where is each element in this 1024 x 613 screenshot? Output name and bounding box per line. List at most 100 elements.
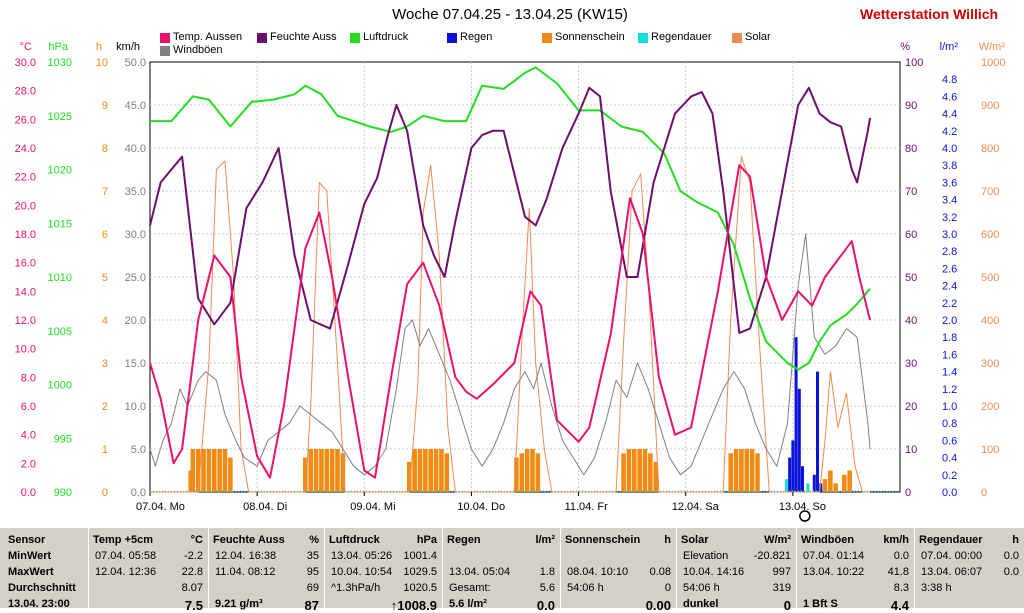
cell-text: 9.21 g/m³ [215, 598, 263, 610]
sunshine-bar [733, 449, 739, 492]
sunshine-bar [535, 453, 541, 492]
sunshine-bar [423, 449, 428, 492]
sunshine-bar [319, 449, 324, 492]
column-unit: l/m² [535, 534, 555, 546]
sunshine-bar [428, 449, 433, 492]
humidity-axis-tick: 100 [905, 57, 923, 69]
temp-axis-tick: 14.0 [15, 286, 36, 298]
x-axis-label: 08.04. Di [243, 501, 287, 513]
temp-axis-unit: °C [20, 41, 32, 53]
series-line-luftdruck [150, 66, 871, 371]
solar-axis-tick: 600 [981, 229, 999, 241]
pressure-axis-tick: 1005 [48, 326, 72, 338]
sunshine-axis-tick: 4 [102, 315, 108, 327]
cell-text: Gesamt: [449, 582, 491, 594]
cell-value: 0.00 [645, 598, 671, 613]
temp-axis-tick: 6.0 [21, 401, 36, 413]
cell-value: 1020.5 [403, 582, 437, 594]
cell-value: 69 [306, 582, 319, 594]
rain-axis-tick: 0.0 [942, 487, 957, 499]
sunshine-bar [530, 449, 535, 492]
wind-axis-unit: km/h [116, 41, 140, 53]
sunshine-bar [217, 449, 222, 492]
sunshine-bar [195, 449, 201, 492]
sunshine-axis-tick: 10 [96, 57, 108, 69]
humidity-axis-tick: 50 [905, 272, 917, 284]
x-axis-label: 13.04. So [779, 501, 826, 513]
rain-axis-tick: 2.4 [942, 281, 957, 293]
rain-axis-tick: 3.2 [942, 212, 957, 224]
sunshine-bar [335, 449, 340, 492]
temp-axis-tick: 2.0 [21, 458, 36, 470]
rain-axis-tick: 4.0 [942, 143, 957, 155]
legend-swatch [732, 33, 742, 43]
column-title: Temp +5cm [93, 534, 154, 546]
rain-axis-tick: 3.6 [942, 177, 957, 189]
solar-axis-tick: 800 [981, 143, 999, 155]
sunshine-bar [313, 449, 319, 492]
sunshine-bar [621, 453, 626, 492]
temp-axis-tick: 20.0 [15, 200, 36, 212]
wind-axis-tick: 25.0 [125, 272, 146, 284]
sunshine-bar [653, 461, 658, 492]
row-label-avg: Durchschnitt [8, 582, 76, 594]
cell-value: 0.08 [649, 566, 671, 578]
rain-axis-tick: 2.2 [942, 298, 957, 310]
row-label-current: 13.04. 23:00 [8, 598, 70, 610]
rain-axis-tick: 4.2 [942, 126, 957, 138]
column-title: Regen [447, 534, 481, 546]
cell-value: 95 [306, 566, 319, 578]
series-line-temp-aussen [149, 164, 871, 479]
cell-value: 1001.4 [403, 550, 437, 562]
station-brand: Wetterstation Willich [860, 6, 999, 22]
column-unit: hPa [416, 534, 437, 546]
cell-text: 10.04. 10:54 [331, 566, 393, 578]
rain-axis-tick: 1.0 [942, 401, 957, 413]
cell-text: 54:06 h [683, 582, 720, 594]
cell-value: 8.07 [181, 582, 203, 594]
rain-axis-tick: 2.8 [942, 246, 957, 258]
sunshine-bar [206, 449, 212, 492]
rain-bar [797, 388, 801, 492]
legend-swatch [350, 33, 360, 43]
summary-table: Sensor MinWert MaxWert Durchschnitt 13.0… [0, 528, 1024, 613]
rain-axis-tick: 3.0 [942, 229, 957, 241]
legend-swatch [447, 33, 457, 43]
row-label-min: MinWert [8, 550, 52, 562]
wind-axis-tick: 20.0 [125, 315, 146, 327]
column-title: Solar [681, 534, 709, 546]
rain-axis-tick: 0.6 [942, 435, 957, 447]
sunshine-bar [744, 449, 750, 492]
table-column: Regen l/m² 13.04. 05:04 1.8 Gesamt: 5.6 5.6 l/… [442, 528, 561, 613]
sunshine-bar [444, 453, 450, 492]
cell-text: 5.6 l/m² [449, 598, 487, 610]
column-unit: °C [190, 534, 203, 546]
sunshine-bar [519, 453, 525, 492]
cell-value: 0 [783, 598, 791, 613]
solar-axis-tick: 1000 [981, 57, 1005, 69]
wind-axis-tick: 5.0 [131, 444, 146, 456]
sunshine-axis-tick: 9 [102, 100, 108, 112]
pressure-axis-tick: 1025 [48, 111, 72, 123]
cell-text: 07.04. 01:14 [803, 550, 865, 562]
column-title: Feuchte Auss [213, 534, 285, 546]
temp-axis-tick: 8.0 [21, 372, 36, 384]
cell-text: 1 Bft S [803, 598, 838, 610]
legend-label: Solar [745, 31, 771, 43]
rain-bar [801, 466, 804, 492]
sunshine-bar [842, 474, 847, 492]
rain-axis-tick: 0.2 [942, 470, 957, 482]
solar-axis-tick: 900 [981, 100, 999, 112]
cell-value: 0 [664, 582, 671, 594]
rain-axis-tick: 2.0 [942, 315, 957, 327]
sunshine-axis-tick: 2 [102, 401, 108, 413]
sunshine-bar [632, 449, 637, 492]
weather-chart: 0.02.04.06.08.010.012.014.016.018.020.02… [15, 41, 1005, 522]
legend-label: Regen [460, 31, 493, 43]
legend-label: Temp. Aussen [173, 31, 243, 43]
temp-axis-tick: 16.0 [15, 258, 36, 270]
rain-axis-unit: l/m² [940, 41, 959, 53]
rain-bar [794, 337, 798, 492]
legend-label: Sonnenschein [555, 31, 625, 43]
pressure-axis-tick: 1030 [48, 57, 72, 69]
